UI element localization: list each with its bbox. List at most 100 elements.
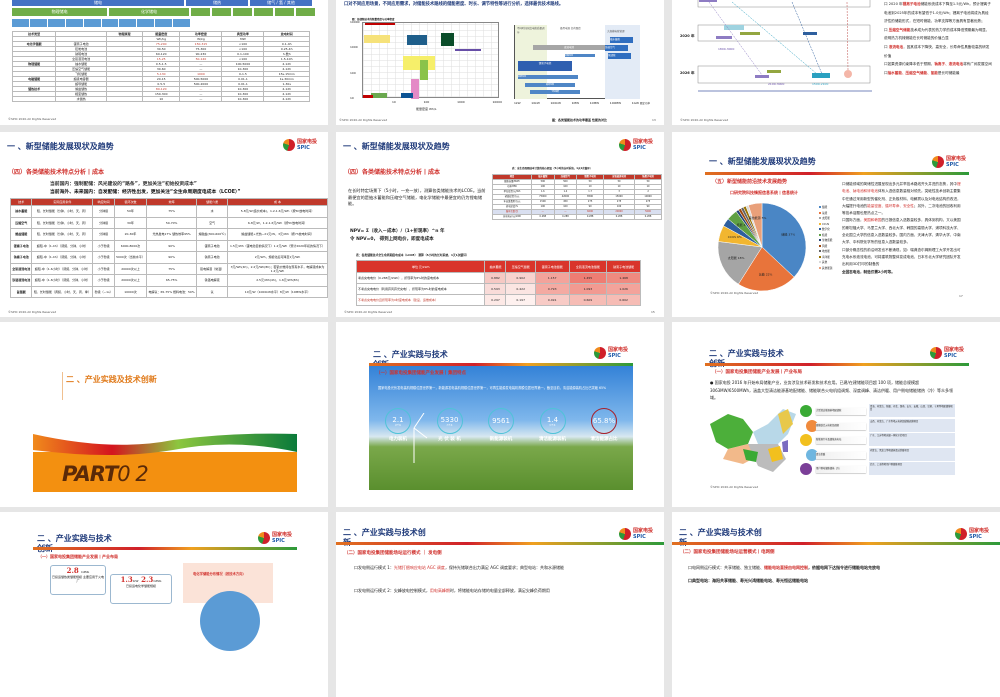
lcoe-description: 在长时特定场景下（5小时，一充一放），测算各类储能技术的LCOE。当前最便宜的是…: [348, 188, 486, 206]
distribution-pie: [200, 591, 260, 651]
legend-label: 生物质能: [822, 239, 833, 242]
slide-thumbnail-storage-tech-table[interactable]: 储电 储热 储气 / 氢 / 其他 物理储电 化学储电 技术类型 物理原理 能量密度…: [0, 0, 328, 125]
bullet-item: 口如果资源约束降本低于预期，钠离子、液流电池将有广阔发展空间: [884, 60, 992, 69]
table-cell: 0.197: [505, 294, 536, 306]
y-tick: 10000: [350, 20, 360, 24]
table-cell: 1.093: [568, 283, 608, 295]
pie-data-label: 氢能 22%: [759, 271, 773, 276]
bullet-item: 口 液流电池，因其成本下降快，高安全，长寿命性具备较高的研发价值: [884, 43, 992, 60]
table-cell: 超短-中（1-4h）（调频、分钟、小时）: [31, 251, 94, 264]
legend-swatch: [819, 255, 821, 258]
tech-boxes: [12, 19, 191, 27]
table-cell: 0.793: [534, 283, 570, 295]
table-cell: 铁铬电解液: [196, 274, 228, 287]
bullet-highlight: 压缩空气储能: [888, 27, 911, 32]
slide-thumbnail-part-02[interactable]: 二 、产业实践及技术创新 PART0 2: [0, 322, 328, 507]
legend-item: 风能: [819, 244, 832, 250]
legend-label: 太阳能: [822, 217, 830, 220]
slide-thumbnail-tech-comparison[interactable]: 口对不同应用场景，不同应用需求，对储能技术路线的储能密度、时长、调节特性等进行分…: [336, 0, 664, 125]
table-cell: 90%: [146, 239, 198, 252]
legend-label: 数字化: [822, 228, 830, 231]
category-bar: 储电 储热 储气 / 氢 / 其他: [12, 0, 312, 6]
table-row: 钠离子电池 超短-中（1-4h）（调频、分钟、小时） 小于秒级 5000次（当前水平）…: [9, 251, 328, 264]
legend-item: 太阳能: [819, 216, 832, 222]
legend-swatch: [819, 211, 821, 214]
table-cell: 全钒液流电池: [9, 262, 33, 275]
table-cell: 铁铬液流电池: [9, 274, 33, 287]
copyright: ©SPIC 2020.All Rights Reserved: [339, 118, 388, 122]
pie-slice-储能: [761, 202, 807, 278]
legend-item: 核能: [819, 233, 832, 239]
pie-data-label: 储能 37%: [781, 232, 795, 237]
spic-logo-icon: [258, 532, 270, 544]
bullet-highlight: 锂离子电池: [902, 2, 921, 6]
table-cell: 光热发电17% 储热效率95%: [146, 228, 198, 241]
table-cell: 钒电解液（常温）: [196, 262, 228, 275]
bar-pumped-hydro: 抽水蓄能: [610, 37, 633, 43]
table-cell: 20-30年: [113, 228, 148, 241]
legend-label: 其他能源: [822, 266, 833, 270]
table-cell: 充电电价/元/kWh: [491, 214, 533, 220]
table-cell: 小于秒级: [92, 274, 115, 287]
pie-slice-氢能: [738, 246, 795, 292]
layout-items: 大型清洁能源基地配储能 青海、内蒙古、新疆、河北、湖南、山东、安徽、山西、甘肃、宁…: [800, 404, 996, 477]
layout-item-label: 新能源汽车及储能充电站: [816, 437, 866, 444]
table-cell: 短、长时储能（分钟、小时、天、周）: [31, 228, 94, 241]
table-cell: 小于秒级: [92, 239, 115, 252]
x-tick: 1000: [457, 100, 465, 104]
legend-label: 地热能: [822, 250, 830, 253]
slide-thumbnail-lcoe[interactable]: 一 、新型储能发展现状及趋势 国家电投 SPIC （四）各类储能技术特点分析丨成本…: [336, 132, 664, 317]
x-tick: 10: [392, 100, 396, 104]
layout-item-icon: [806, 419, 818, 432]
right-x-label: 额定功率: [640, 102, 651, 105]
group-description: 国家电投光伏发电装机规模位居世界第一，新能源发电装机规模位居世界第一，可再生能源…: [378, 386, 607, 390]
table-cell: 锂离子电池: [9, 239, 33, 252]
stat-unit: 亿千瓦: [394, 424, 401, 427]
table-cell: 10元/W（1000kW水平）8元/W（10MW水平）: [227, 285, 328, 298]
table-cell: 氢: [196, 285, 228, 298]
cost-timeline-chart: [697, 0, 872, 92]
x-tick: 1MW: [571, 101, 580, 105]
table-cell: 超短-中（1-4h）（调频、分钟、小时）: [31, 239, 94, 252]
table-cell: 短、长时储能（分钟、小时、天、周）: [31, 216, 94, 229]
header-divider: [369, 363, 633, 366]
layout-item-desc: 北京、上海等地用户侧储能项目: [869, 462, 955, 475]
assumptions-title: 表：全生命周期成本计算的核心假设（5小时的长时系统，1天1次循环）: [512, 167, 593, 170]
slide-thumbnail-cost-trend[interactable]: 2020 年 2026 年 1800-3000 2100-3000 1500-2…: [672, 0, 1000, 125]
header-divider: [336, 542, 664, 545]
table-cell: 熔盐储能+光热~21元/W，3元/Wh（按7h放电时间）: [227, 228, 328, 241]
text: 体系入选信息数量相对领先。突破性技术创新主要集中在通过采用新型的催化剂、正负极材…: [842, 189, 961, 208]
legend-swatch: [819, 250, 821, 252]
slide-thumbnail-cost-analysis[interactable]: 一 、新型储能发展现状及趋势 国家电投 SPIC （四）各类储能技术特点分析丨成本…: [0, 132, 328, 317]
slide-thumbnail-frontier-trends[interactable]: 一 、新型储能发展现状及趋势 国家电投 SPIC （五）新型储能前沿技术发展趋势 …: [672, 132, 1000, 317]
stat-label: 光 伏 装 机: [438, 437, 461, 442]
header-divider: [705, 363, 969, 366]
slide-subtitle: （二）国家电投集团储能场站运行模式 ｜ 发电侧: [344, 551, 442, 556]
layout-item-label: 大型清洁能源基地配储能: [816, 408, 866, 415]
column-header: 压缩空气储能: [505, 260, 536, 273]
physical-storage-label: 物理储电: [12, 8, 108, 16]
layout-item: 新能源汽车及储能充电站 广东、江苏等地充储一体化示范项目: [800, 433, 996, 447]
stat-item: 1.4 亿千瓦 清洁能源装机: [531, 408, 575, 442]
column-header: 技术: [9, 198, 33, 206]
table-cell: 超短-中（1-8小时）（调频、分钟、小时）: [31, 274, 94, 287]
bar-supercap: 超级电容: [525, 83, 575, 87]
spic-logo: 国家电投 SPIC: [955, 528, 989, 540]
y-tick: 10: [350, 95, 354, 100]
lcoe-table: 单位 元/kWh 抽水蓄能 压缩空气储能 锂离子电池储能 全钒液流电池储能 钠离子电池储能…: [355, 260, 641, 306]
power-rating-chart: 不同时间尺度电能质量调节 备用电源 负荷跟踪 大规模电能管理 抽水蓄能 压缩空气…: [514, 25, 640, 99]
table-cell: [105, 96, 144, 102]
legend-swatch: [819, 228, 821, 230]
layout-item: 清洁供暖 内蒙古、黑龙江等地储热清洁供暖项目: [800, 447, 996, 462]
category-heat: 储热: [186, 0, 249, 6]
stat-card-heat: 2.8 GWh 已投运储热类储能规模 主要应用于火电厂: [50, 565, 106, 595]
table-header-row: 单位 元/kWh 抽水蓄能 压缩空气储能 锂离子电池储能 全钒液流电池储能 钠离子电池储能: [355, 260, 641, 273]
bullet-item: 口 2020 年锂离子电池储能系统成本下降至1.5元/Wh。预计锂离子电池到20…: [884, 0, 992, 26]
bullet-highlight: 液流电池: [888, 44, 904, 49]
table-row: 不考虑充电电价且折现率为0时度电成本（建设、运维成本） 0.297 0.197 0.4…: [355, 294, 641, 306]
